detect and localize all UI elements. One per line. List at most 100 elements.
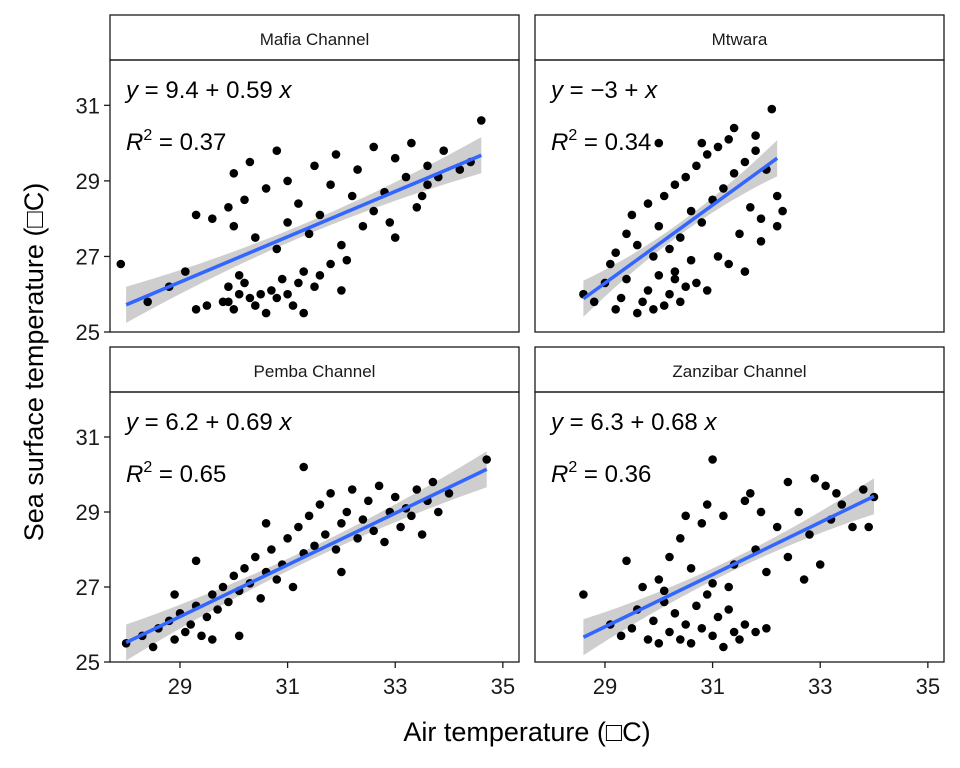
data-point — [740, 267, 750, 276]
data-point — [229, 169, 239, 178]
data-point — [477, 116, 486, 125]
data-point — [337, 519, 346, 528]
data-point — [772, 522, 782, 532]
data-point — [224, 282, 233, 292]
data-point — [778, 206, 787, 216]
data-point — [321, 530, 330, 539]
data-point — [234, 631, 244, 641]
data-point — [374, 481, 384, 491]
data-point — [310, 161, 319, 171]
data-point — [665, 289, 674, 299]
data-point — [659, 586, 669, 596]
r-superscript: 2 — [143, 127, 152, 144]
data-point — [697, 138, 707, 148]
data-point — [310, 541, 319, 551]
data-point — [401, 172, 411, 182]
data-point — [208, 590, 217, 599]
data-point — [729, 627, 739, 637]
data-point — [434, 507, 443, 517]
r-symbol: R — [126, 461, 143, 488]
data-point — [686, 564, 696, 573]
panel-pemba-channel: Pemba Channel y = 6.2 + 0.69 x R2 = 0.65 — [109, 346, 520, 663]
data-point — [697, 218, 707, 227]
data-point — [724, 259, 733, 269]
data-point — [638, 582, 647, 592]
data-point — [202, 301, 212, 310]
data-point — [735, 229, 744, 239]
data-point — [261, 184, 271, 193]
data-point — [740, 620, 750, 629]
data-point — [229, 305, 239, 314]
data-point — [283, 218, 292, 227]
data-point — [665, 627, 674, 637]
facet-strip-label: Mtwara — [712, 30, 768, 49]
data-point — [864, 522, 873, 532]
data-point — [702, 590, 712, 599]
data-point — [331, 150, 341, 159]
data-point — [331, 545, 341, 554]
data-point — [417, 191, 427, 201]
data-point — [611, 248, 620, 257]
y-tick-label: 25 — [76, 320, 100, 345]
r-squared-label: R2 = 0.37 — [126, 127, 226, 156]
data-point — [358, 515, 368, 524]
data-point — [735, 635, 744, 644]
data-point — [589, 297, 599, 307]
data-point — [208, 635, 217, 644]
y-axis-title: Sea surface temperature (□C) — [19, 183, 49, 541]
data-point — [181, 267, 190, 276]
equation-body: = −3 + — [563, 77, 645, 104]
data-point — [482, 455, 492, 464]
data-point — [353, 534, 362, 543]
data-point — [224, 297, 233, 307]
data-point — [251, 301, 260, 310]
data-point — [417, 530, 427, 539]
data-point — [310, 282, 319, 292]
data-point — [697, 624, 707, 633]
data-point — [288, 301, 298, 310]
data-point — [837, 500, 847, 509]
data-point — [224, 597, 233, 607]
data-point — [170, 590, 179, 599]
data-point — [654, 221, 664, 231]
equation-x: x — [644, 77, 658, 104]
data-point — [611, 305, 620, 314]
regression-equation: y = 6.2 + 0.69 x — [124, 409, 292, 436]
data-point — [423, 161, 432, 171]
data-point — [256, 289, 266, 299]
data-point — [729, 123, 739, 133]
equation-x: x — [278, 409, 292, 436]
data-point — [702, 286, 712, 295]
axes: 25 27 29 31 25 27 29 31 29 31 33 35 29 31 33 35 — [76, 93, 941, 699]
data-point — [439, 146, 449, 155]
facet-strip — [534, 346, 945, 393]
data-point — [670, 274, 680, 284]
data-point — [272, 244, 282, 254]
data-point — [444, 489, 454, 498]
data-point — [654, 138, 664, 148]
facet-strip — [109, 14, 520, 61]
data-point — [315, 271, 325, 280]
data-point — [686, 255, 696, 265]
y-tick-label: 25 — [76, 650, 100, 675]
r-squared-value: = 0.37 — [152, 129, 226, 156]
facet-strip — [534, 14, 945, 61]
data-point — [369, 526, 379, 536]
data-point — [810, 474, 820, 483]
data-point — [756, 507, 766, 517]
data-point — [794, 507, 803, 517]
r-squared-label: R2 = 0.34 — [551, 127, 651, 156]
data-point — [337, 240, 346, 250]
data-point — [208, 214, 217, 223]
data-point — [272, 146, 282, 155]
data-point — [277, 274, 287, 284]
y-tick-label: 31 — [76, 425, 100, 450]
regression-line — [125, 467, 488, 645]
data-point — [724, 605, 733, 614]
regression-line — [125, 153, 483, 307]
data-point — [148, 642, 158, 652]
data-point — [423, 180, 432, 189]
r-symbol: R — [126, 129, 143, 156]
y-tick-label: 29 — [76, 500, 100, 525]
data-point — [832, 489, 841, 498]
